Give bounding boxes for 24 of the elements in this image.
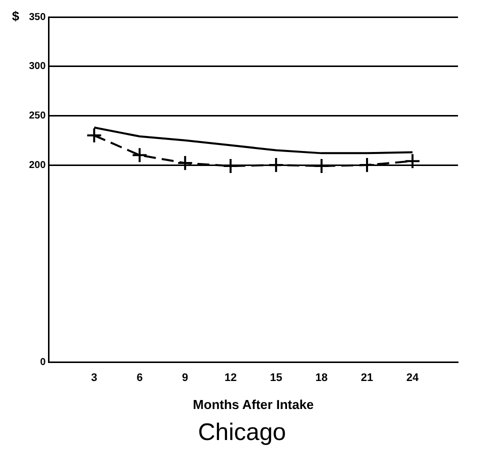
x-tick-label: 12 xyxy=(224,372,237,384)
text: Chicago xyxy=(198,419,286,446)
x-tick-label: 24 xyxy=(406,372,420,384)
y-axis-title: $ xyxy=(12,8,20,24)
x-tick-label: 6 xyxy=(136,372,143,384)
point xyxy=(222,158,239,174)
y-tick-label: 200 xyxy=(28,160,46,171)
point xyxy=(268,157,284,174)
point xyxy=(359,157,376,174)
x-tick-label: 21 xyxy=(360,372,374,384)
point xyxy=(314,158,330,174)
x-tick-label: 18 xyxy=(315,372,328,384)
x-axis-title: Months After Intake xyxy=(192,396,314,412)
y-tick-label: 300 xyxy=(28,61,46,72)
point xyxy=(86,127,102,144)
x-tick-label: 3 xyxy=(91,372,98,384)
point xyxy=(404,153,421,170)
y-tick-label: 250 xyxy=(28,110,46,122)
point xyxy=(132,147,148,164)
y-tick-label: 0 xyxy=(40,357,46,368)
x-tick-label: 15 xyxy=(270,372,282,384)
y-tick-label: 350 xyxy=(28,12,46,23)
point xyxy=(177,155,194,172)
x-tick-label: 9 xyxy=(182,372,188,384)
